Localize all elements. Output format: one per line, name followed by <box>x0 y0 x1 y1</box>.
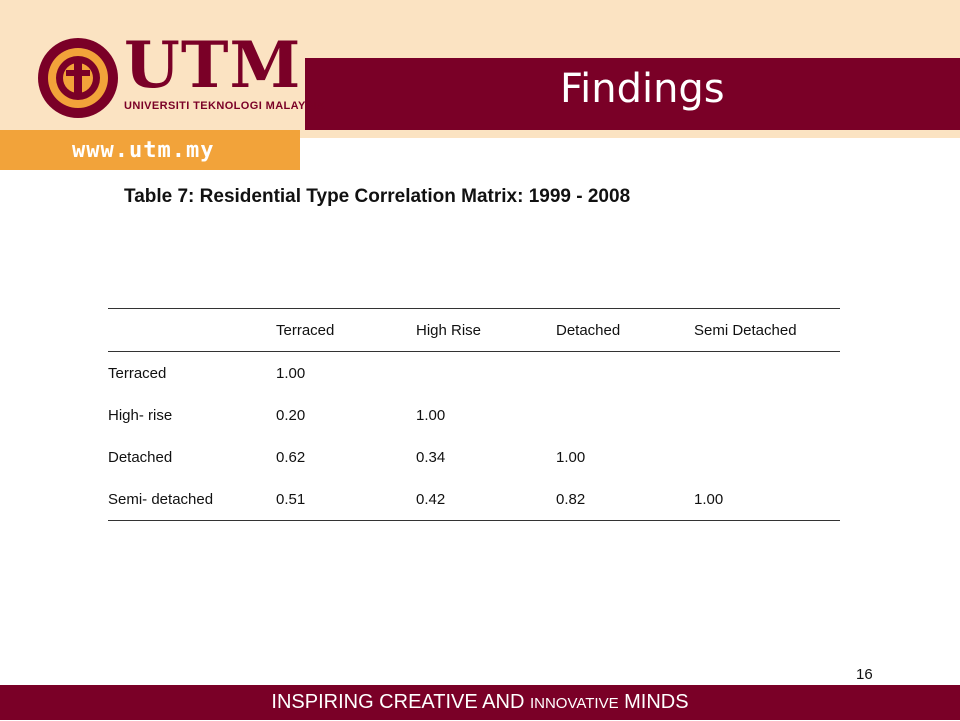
table-cell: 1.00 <box>694 478 840 521</box>
utm-brand-text: UTM <box>124 28 302 103</box>
utm-brand-subtitle: UNIVERSITI TEKNOLOGI MALAYSIA <box>124 100 326 112</box>
slide-title: Findings <box>560 66 725 112</box>
table-caption: Table 7: Residential Type Correlation Ma… <box>124 186 631 207</box>
row-label: Semi- detached <box>108 478 276 521</box>
table-row: High- rise 0.20 1.00 <box>108 394 840 436</box>
table-cell: 0.62 <box>276 448 306 466</box>
header-cell-high-rise: High Rise <box>416 308 556 352</box>
correlation-matrix-table: Terraced High Rise Detached Semi Detache… <box>108 308 840 521</box>
table-header-row: Terraced High Rise Detached Semi Detache… <box>108 308 840 352</box>
header-light-strip <box>300 130 960 138</box>
table-cell: 0.34 <box>416 448 446 466</box>
table-row: Terraced 1.00 <box>108 352 840 395</box>
table-cell <box>556 352 694 395</box>
table-cell: 0.42 <box>416 478 556 521</box>
header-top-band <box>0 0 960 58</box>
table-cell: 1.00 <box>416 406 446 424</box>
table-cell: 0.51 <box>276 478 416 521</box>
table-cell: 1.00 <box>556 448 586 466</box>
footer-tagline: INSPIRING CREATIVE AND INNOVATIVE MINDS <box>0 685 960 721</box>
header-url-bar <box>0 130 300 170</box>
row-label: Terraced <box>108 364 167 382</box>
utm-crest-logo <box>38 38 118 118</box>
header-cell-detached: Detached <box>556 308 694 352</box>
header-slant-shape <box>260 58 380 170</box>
footer-tagline-part2: INNOVATIVE <box>529 695 619 712</box>
header-title-bar <box>305 58 960 130</box>
table-cell: 1.00 <box>276 364 306 382</box>
table-cell: 0.82 <box>556 478 694 521</box>
table-cell <box>694 394 840 436</box>
table-cell: 0.20 <box>276 406 306 424</box>
header-cell-blank <box>108 308 276 352</box>
row-label: High- rise <box>108 406 173 424</box>
row-label: Detached <box>108 448 173 466</box>
header-cell-semi-detached: Semi Detached <box>694 308 840 352</box>
table-cell <box>694 352 840 395</box>
table-row: Detached 0.62 0.34 1.00 <box>108 436 840 478</box>
footer-tagline-part3: MINDS <box>618 691 689 713</box>
table-row: Semi- detached 0.51 0.42 0.82 1.00 <box>108 478 840 521</box>
header-cell-terraced: Terraced <box>276 308 416 352</box>
table-cell <box>416 352 556 395</box>
footer-bar: INSPIRING CREATIVE AND INNOVATIVE MINDS <box>0 685 960 720</box>
footer-tagline-part1: INSPIRING CREATIVE AND <box>271 691 530 713</box>
page-number: 16 <box>856 666 873 683</box>
website-url: www.utm.my <box>72 138 215 163</box>
table-cell <box>694 436 840 478</box>
table-cell <box>556 394 694 436</box>
